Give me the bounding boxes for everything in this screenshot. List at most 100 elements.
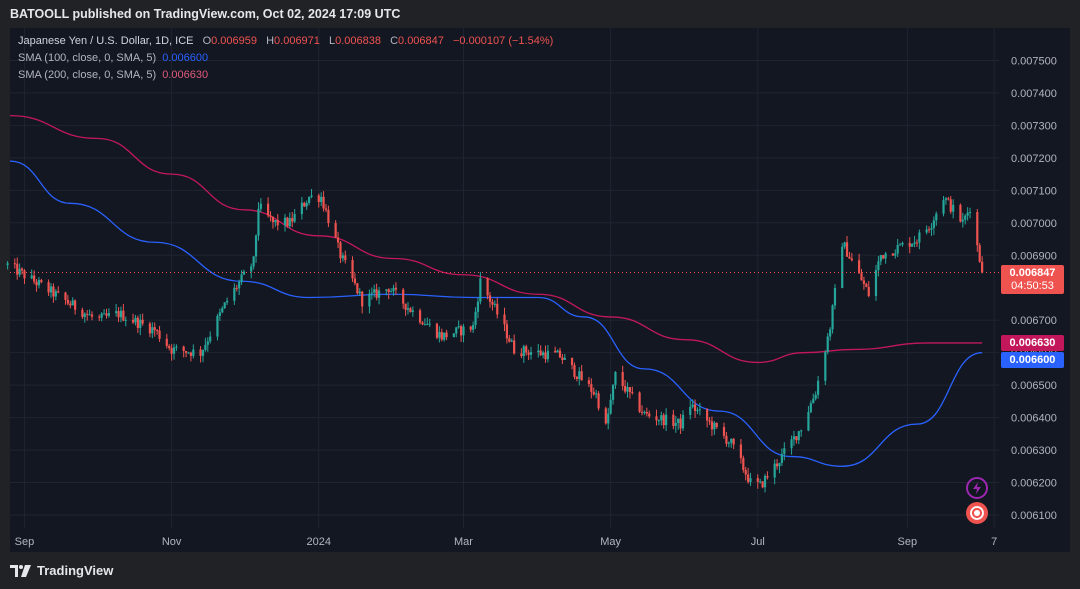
candle-body [201,350,205,356]
candle-body [189,352,193,356]
candle-body [358,291,361,294]
candle-body [783,448,786,455]
candle-body [327,209,330,224]
candle-body [640,411,644,413]
candle-body [698,409,701,411]
candle-body [153,327,156,331]
candle-body [218,312,221,316]
candle-body [918,232,921,243]
candle-body [455,327,458,334]
candle-body [662,415,665,426]
candle-body [747,474,750,483]
candle-body [513,340,516,354]
candle-body [139,319,142,328]
candle-body [457,326,460,328]
candle-body [809,403,812,413]
candle-body [49,286,53,293]
candle-body [713,422,716,430]
candle-body [896,245,899,254]
y-tick-label: 0.006500 [1011,380,1057,392]
candle-body [69,303,72,306]
candle-body [575,376,578,379]
candle-body [361,291,364,307]
candle-body [763,475,767,488]
y-tick-label: 0.007100 [1011,185,1057,197]
candle-body [250,266,253,272]
candle-body [493,303,496,305]
candle-body [845,242,849,257]
candle-body [865,283,868,287]
candle-body [440,332,443,340]
candle-body [344,255,347,261]
lightning-button[interactable] [966,477,988,499]
candle-body [626,387,629,392]
candle-body [508,338,511,342]
candle-body [595,393,598,395]
candle-body [539,350,542,356]
x-tick-label: Sep [15,536,35,548]
candle-body [915,242,919,244]
candle-body [693,404,697,411]
candle-body [274,220,277,223]
legend-h-value: 0.006971 [274,35,320,47]
candle-body [590,383,593,392]
candle-body [882,255,885,259]
countdown-value: 04:50:53 [1011,280,1054,293]
candle-body [749,478,752,483]
tradingview-brand[interactable]: TradingView [10,563,113,578]
candle-body [879,255,882,262]
price-axis: 0.007500 0.007400 0.007300 0.007200 0.007100… [1011,55,1057,522]
legend-sma200-label: SMA (200, close, 0, SMA, 5) [18,69,157,81]
candle-body [267,203,270,216]
candle-body [604,408,607,424]
candle-body [766,475,769,478]
legend-ohlc[interactable]: Japanese Yen / U.S. Dollar, 1D, ICE O0.0… [18,35,553,47]
lightning-icon [973,482,981,494]
candle-body [739,444,742,459]
candle-body [459,326,463,336]
candle-body [826,336,829,353]
candle-body [814,394,817,399]
candle-body [428,323,431,325]
candle-body [385,289,388,291]
candle-body [375,289,378,298]
candle-body [947,198,950,200]
candle-body [544,352,547,360]
candle-body [505,324,509,339]
candle-body [172,347,176,354]
candle-body [976,212,979,246]
candle-body [192,349,195,356]
record-button[interactable] [966,502,988,524]
candle-body [115,311,118,314]
candle-body [708,420,711,422]
legend-l-value: 0.006838 [335,35,381,47]
chart-canvas[interactable]: 0.007500 0.007400 0.007300 0.007200 0.007100… [0,0,1080,554]
candle-body [942,200,945,214]
legend-sma100-label: SMA (100, close, 0, SMA, 5) [18,52,157,64]
candle-body [20,268,24,271]
legend-symbol: Japanese Yen / U.S. Dollar, 1D, ICE [18,35,194,47]
x-tick-label: 2024 [307,536,331,548]
sma200-tag-value: 0.006630 [1009,336,1056,349]
legend-sma200[interactable]: SMA (200, close, 0, SMA, 5) 0.006630 [18,69,208,81]
candle-body [368,293,371,307]
candle-body [271,216,275,223]
candle-body [756,478,759,482]
candle-body [252,256,255,267]
candle-body [30,275,33,279]
candle-body [131,319,135,323]
candle-body [402,289,405,304]
candle-body [587,380,591,384]
candle-body [305,202,308,207]
candle-body [761,481,764,488]
candle-body [165,338,168,346]
candle-body [715,422,718,428]
candle-body [978,245,981,262]
legend-sma200-value: 0.006630 [162,69,209,81]
candle-body [233,287,236,301]
legend-sma100[interactable]: SMA (100, close, 0, SMA, 5) 0.006600 [18,52,208,64]
candle-body [187,352,190,354]
candle-body [778,462,781,467]
candle-body [631,392,634,394]
candle-body [317,195,320,203]
